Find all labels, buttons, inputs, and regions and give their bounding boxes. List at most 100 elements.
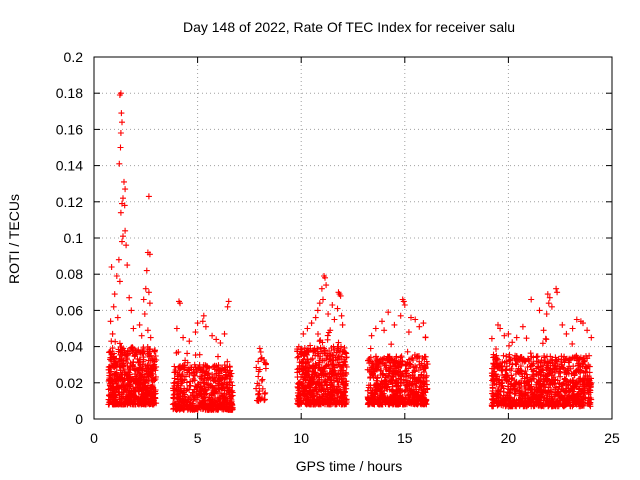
data-point xyxy=(397,394,404,401)
data-point xyxy=(540,397,547,404)
data-point xyxy=(111,356,118,363)
data-point xyxy=(259,376,266,383)
x-tick-label: 10 xyxy=(293,430,309,446)
data-point xyxy=(538,382,545,389)
data-point xyxy=(294,348,301,355)
data-point xyxy=(324,381,331,388)
data-point xyxy=(369,394,376,401)
data-point xyxy=(584,327,591,334)
data-point xyxy=(316,393,323,400)
data-point xyxy=(120,195,126,202)
y-tick-label: 0.2 xyxy=(64,49,84,65)
data-point xyxy=(535,364,542,371)
data-point xyxy=(112,338,119,345)
data-point xyxy=(530,354,537,361)
data-point xyxy=(559,321,566,328)
data-point xyxy=(302,375,309,381)
x-tick-label: 15 xyxy=(397,430,413,446)
data-point xyxy=(119,371,126,378)
data-point xyxy=(506,351,513,358)
data-point xyxy=(553,285,560,292)
data-point xyxy=(214,382,221,389)
data-point xyxy=(377,356,384,363)
data-point xyxy=(304,325,311,332)
data-point xyxy=(181,376,188,383)
data-point xyxy=(120,233,126,240)
data-point xyxy=(575,362,582,369)
data-point xyxy=(180,334,187,341)
data-point xyxy=(305,371,312,378)
data-point xyxy=(376,395,383,402)
data-point xyxy=(295,380,302,387)
data-point xyxy=(307,391,313,398)
data-point xyxy=(173,349,180,356)
data-point xyxy=(574,355,581,362)
data-point xyxy=(253,364,260,371)
data-point xyxy=(579,383,585,390)
data-point xyxy=(500,352,507,359)
data-point xyxy=(367,374,374,381)
data-point xyxy=(171,400,178,407)
data-point xyxy=(207,376,214,382)
data-point xyxy=(140,296,147,303)
data-point xyxy=(107,318,114,325)
data-point xyxy=(562,369,569,376)
data-point xyxy=(196,403,202,410)
data-point xyxy=(197,388,203,395)
data-point xyxy=(556,397,563,404)
data-point xyxy=(339,349,346,355)
data-point xyxy=(189,377,196,384)
data-point xyxy=(507,398,514,405)
data-point xyxy=(120,345,127,352)
data-point xyxy=(138,364,145,371)
data-point xyxy=(319,368,326,375)
data-point xyxy=(511,377,518,384)
data-point xyxy=(342,400,349,407)
data-point xyxy=(378,401,385,408)
data-point xyxy=(312,352,319,359)
data-point xyxy=(181,385,188,392)
data-point xyxy=(108,264,115,270)
data-point xyxy=(585,395,592,402)
data-point xyxy=(564,401,570,407)
data-point xyxy=(499,395,506,402)
data-point xyxy=(317,353,324,360)
data-point xyxy=(563,389,569,396)
data-point xyxy=(136,372,143,379)
data-point xyxy=(308,356,314,363)
data-point xyxy=(387,399,394,406)
data-point xyxy=(323,282,330,289)
data-point xyxy=(384,386,390,392)
data-point xyxy=(261,391,268,397)
data-point xyxy=(587,384,594,391)
data-point xyxy=(422,334,429,341)
data-point xyxy=(191,361,198,368)
data-point xyxy=(501,359,508,366)
data-point xyxy=(320,400,327,407)
data-point xyxy=(370,393,377,400)
data-point xyxy=(113,375,120,382)
data-point xyxy=(218,374,225,381)
data-point xyxy=(381,327,388,334)
data-point xyxy=(329,389,336,396)
data-point xyxy=(565,359,572,366)
data-point xyxy=(424,385,431,392)
x-tick-label: 5 xyxy=(194,430,202,446)
data-point xyxy=(192,369,199,376)
data-point xyxy=(325,311,332,317)
data-point xyxy=(199,318,206,325)
data-point xyxy=(117,364,124,371)
data-point xyxy=(201,380,208,387)
data-point xyxy=(145,289,152,296)
data-point xyxy=(413,355,420,362)
data-point xyxy=(204,386,210,393)
data-point xyxy=(413,388,420,395)
data-point xyxy=(489,377,496,384)
y-tick-label: 0.06 xyxy=(56,302,83,318)
data-point xyxy=(581,389,587,396)
data-point xyxy=(183,379,190,386)
data-point xyxy=(390,360,397,367)
data-point xyxy=(117,209,124,216)
data-point xyxy=(416,361,423,368)
data-point xyxy=(408,314,414,321)
